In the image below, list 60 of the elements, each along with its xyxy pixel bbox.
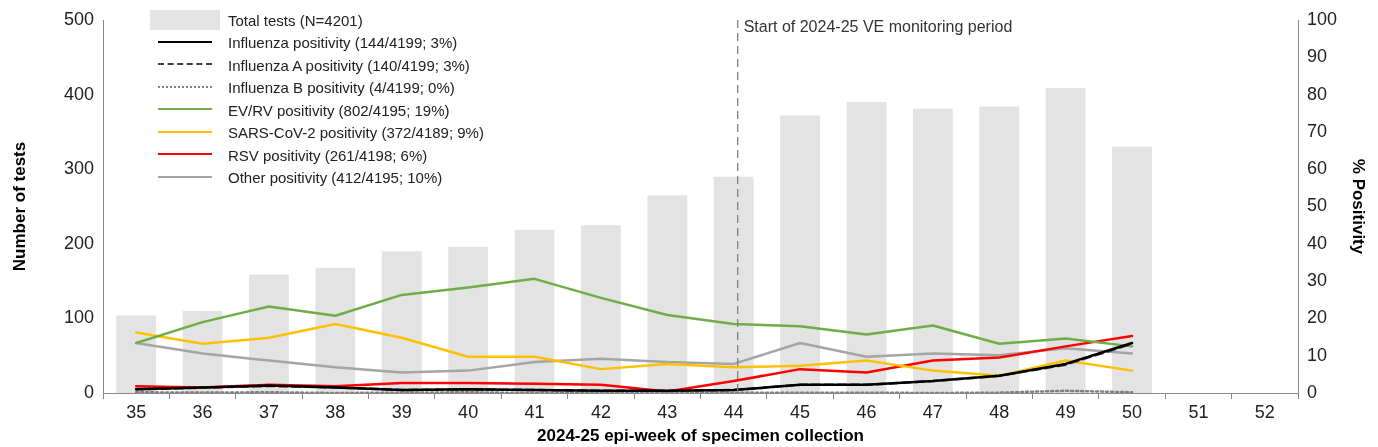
x-tick-label: 49 bbox=[1055, 401, 1076, 422]
x-tick-label: 45 bbox=[790, 401, 811, 422]
y2-tick-label: 100 bbox=[1307, 8, 1338, 29]
x-tick-label: 48 bbox=[989, 401, 1010, 422]
x-tick-label: 51 bbox=[1188, 401, 1209, 422]
x-tick-label: 52 bbox=[1254, 401, 1275, 422]
x-axis-title: 2024-25 epi-week of specimen collection bbox=[537, 426, 864, 446]
legend-label: Influenza positivity (144/4199; 3%) bbox=[228, 34, 458, 52]
bar bbox=[979, 106, 1020, 393]
bar bbox=[912, 108, 953, 393]
x-tick-label: 46 bbox=[856, 401, 877, 422]
bar bbox=[448, 246, 489, 393]
x-tick-label: 40 bbox=[458, 401, 479, 422]
legend-label: RSV positivity (261/4198; 6%) bbox=[228, 146, 428, 164]
legend-label: Other positivity (412/4195; 10%) bbox=[228, 169, 443, 187]
y-tick-label: 500 bbox=[63, 8, 94, 29]
y-tick-label: 200 bbox=[63, 232, 94, 253]
ref-line-label: Start of 2024-25 VE monitoring period bbox=[743, 18, 1013, 36]
y2-tick-label: 0 bbox=[1307, 381, 1318, 402]
y-tick-label: 400 bbox=[63, 83, 94, 104]
x-tick-label: 44 bbox=[723, 401, 744, 422]
y2-tick-label: 30 bbox=[1307, 270, 1328, 291]
bar bbox=[780, 115, 820, 393]
y2-tick-label: 50 bbox=[1307, 195, 1328, 216]
x-tick-label: 47 bbox=[922, 401, 943, 422]
bar bbox=[581, 225, 621, 393]
x-tick-label: 42 bbox=[590, 401, 611, 422]
x-tick-label: 37 bbox=[258, 401, 279, 422]
y2-axis-title: % Positivity bbox=[1349, 158, 1369, 255]
y-tick-label: 300 bbox=[63, 158, 94, 179]
y2-tick-label: 80 bbox=[1307, 83, 1328, 104]
legend-label: SARS-CoV-2 positivity (372/4189; 9%) bbox=[228, 124, 484, 142]
legend-label: Influenza B positivity (4/4199; 0%) bbox=[228, 79, 455, 97]
y2-tick-label: 20 bbox=[1307, 307, 1328, 328]
y2-tick-label: 90 bbox=[1307, 46, 1328, 67]
bar bbox=[846, 102, 887, 393]
bar bbox=[381, 251, 422, 393]
y-tick-label: 0 bbox=[83, 381, 94, 402]
y2-tick-label: 10 bbox=[1307, 344, 1328, 365]
bar bbox=[647, 195, 688, 393]
x-tick-label: 35 bbox=[126, 401, 147, 422]
x-tick-label: 38 bbox=[325, 401, 346, 422]
bar bbox=[514, 229, 555, 393]
y2-tick-label: 40 bbox=[1307, 232, 1328, 253]
legend-label: EV/RV positivity (802/4195; 19%) bbox=[228, 101, 450, 119]
x-tick-label: 50 bbox=[1122, 401, 1143, 422]
y2-tick-label: 60 bbox=[1307, 158, 1328, 179]
y2-tick-label: 70 bbox=[1307, 120, 1328, 141]
y-axis-title: Number of tests bbox=[9, 141, 29, 272]
legend-label: Total tests (N=4201) bbox=[228, 11, 363, 29]
bar bbox=[1112, 146, 1152, 393]
bar bbox=[116, 315, 157, 393]
bar bbox=[713, 176, 754, 393]
x-tick-label: 39 bbox=[391, 401, 412, 422]
bar bbox=[1045, 87, 1086, 393]
x-tick-label: 36 bbox=[192, 401, 213, 422]
x-tick-label: 41 bbox=[524, 401, 545, 422]
legend-label: Influenza A positivity (140/4199; 3%) bbox=[228, 56, 470, 74]
y-tick-label: 100 bbox=[63, 307, 94, 328]
x-tick-label: 43 bbox=[657, 401, 678, 422]
